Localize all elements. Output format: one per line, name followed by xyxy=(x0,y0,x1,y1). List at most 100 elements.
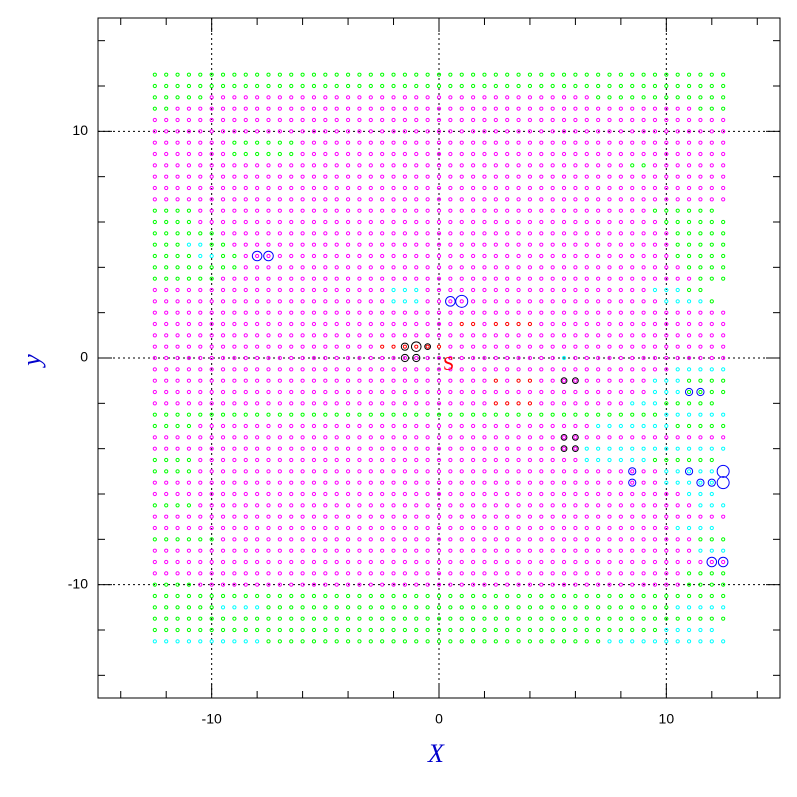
point xyxy=(652,446,658,451)
point xyxy=(209,197,214,202)
point xyxy=(652,537,658,542)
point xyxy=(698,389,703,395)
point xyxy=(596,344,601,349)
point xyxy=(414,627,419,633)
point xyxy=(414,378,419,383)
point xyxy=(675,163,680,168)
point xyxy=(186,219,192,225)
point xyxy=(675,310,680,315)
point xyxy=(243,287,248,293)
point xyxy=(539,446,544,451)
point xyxy=(357,401,362,406)
point xyxy=(550,537,555,542)
point xyxy=(505,627,510,633)
point xyxy=(641,514,646,519)
point xyxy=(630,389,635,395)
point xyxy=(425,423,430,429)
point xyxy=(277,253,282,259)
point xyxy=(232,616,237,621)
point xyxy=(664,582,669,587)
point xyxy=(152,446,157,451)
point xyxy=(300,378,305,383)
point xyxy=(402,219,407,225)
point xyxy=(471,265,476,270)
point xyxy=(266,582,271,587)
point xyxy=(255,401,260,406)
point xyxy=(709,537,714,542)
point xyxy=(698,469,703,474)
point xyxy=(550,185,555,191)
point xyxy=(243,367,248,372)
point xyxy=(459,639,464,644)
point xyxy=(368,333,373,338)
point xyxy=(698,83,703,89)
point xyxy=(516,378,521,383)
point xyxy=(448,333,453,338)
point xyxy=(516,321,521,327)
point xyxy=(573,582,578,587)
point xyxy=(721,389,726,395)
point xyxy=(561,117,567,123)
point xyxy=(698,253,703,259)
point xyxy=(550,525,555,531)
point xyxy=(482,627,487,633)
point xyxy=(471,174,476,179)
point xyxy=(448,491,453,497)
point xyxy=(289,163,294,168)
point xyxy=(345,231,351,236)
point xyxy=(641,117,646,123)
point xyxy=(266,593,271,599)
point xyxy=(561,344,567,349)
point xyxy=(686,333,692,338)
point xyxy=(175,389,180,395)
point xyxy=(482,616,487,621)
point xyxy=(698,163,703,168)
point xyxy=(425,514,430,519)
point xyxy=(175,491,180,497)
point xyxy=(198,174,203,179)
point xyxy=(698,106,703,111)
point xyxy=(209,412,214,417)
point xyxy=(675,174,680,179)
point xyxy=(266,299,271,304)
point xyxy=(482,72,487,77)
point xyxy=(175,83,180,89)
point xyxy=(186,287,192,293)
point xyxy=(482,333,487,338)
point xyxy=(721,310,726,315)
point xyxy=(311,95,317,100)
point xyxy=(186,185,192,191)
point xyxy=(198,616,203,621)
point xyxy=(243,582,248,587)
y-axis-label: y xyxy=(17,354,46,369)
point xyxy=(391,310,396,315)
point xyxy=(459,83,464,89)
point xyxy=(175,537,180,542)
point xyxy=(641,446,646,451)
marker xyxy=(628,467,637,476)
point xyxy=(516,423,521,429)
point xyxy=(459,140,464,145)
point xyxy=(414,446,419,451)
point xyxy=(527,491,533,497)
point xyxy=(596,446,601,451)
point xyxy=(459,265,464,270)
point xyxy=(607,355,612,361)
point xyxy=(243,117,248,123)
point xyxy=(334,378,339,383)
point xyxy=(243,344,248,349)
point xyxy=(311,389,317,395)
point xyxy=(368,83,373,89)
point xyxy=(391,265,396,270)
point xyxy=(425,537,430,542)
point xyxy=(698,378,703,383)
point xyxy=(698,457,703,463)
point xyxy=(266,253,271,259)
point xyxy=(414,276,419,281)
point xyxy=(675,480,680,485)
point xyxy=(345,423,351,429)
point xyxy=(368,185,373,191)
point xyxy=(266,389,271,395)
y-tick-label: -10 xyxy=(68,575,88,591)
